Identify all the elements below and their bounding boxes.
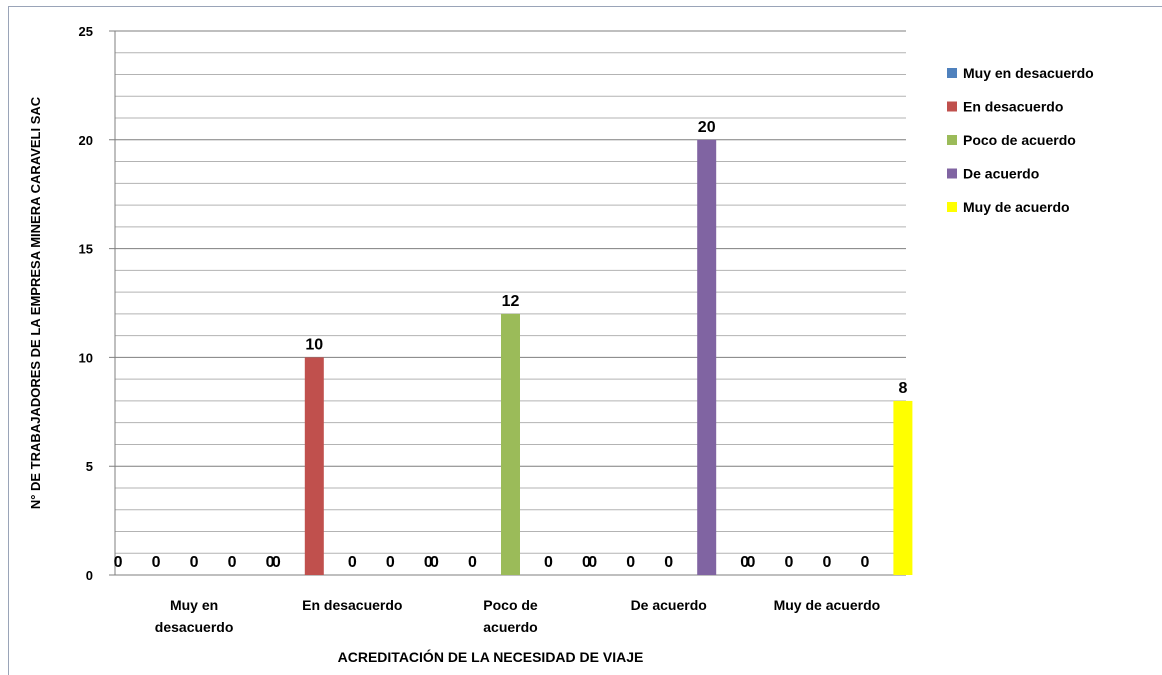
data-label: 0 [822, 554, 831, 571]
data-label: 20 [698, 119, 716, 136]
bar [501, 313, 520, 575]
data-label: 0 [784, 554, 793, 571]
legend-swatch [947, 168, 957, 179]
data-label: 0 [544, 554, 553, 571]
y-tick-label: 15 [79, 242, 93, 257]
data-label: 0 [468, 554, 477, 571]
data-label: 0 [348, 554, 357, 571]
x-tick-label: desacuerdo [155, 619, 234, 635]
y-tick-label: 20 [79, 133, 93, 148]
y-tick-label: 25 [79, 24, 93, 39]
bar [893, 400, 913, 575]
frame-top-border [8, 6, 1162, 7]
data-label: 0 [582, 554, 591, 571]
y-tick-label: 0 [86, 568, 93, 583]
frame-left-border [8, 6, 9, 675]
data-label: 0 [152, 554, 161, 571]
data-label: 0 [386, 554, 395, 571]
data-label: 0 [860, 554, 869, 571]
data-label: 0 [626, 554, 635, 571]
legend-label: De acuerdo [963, 166, 1039, 182]
legend-swatch [947, 101, 957, 112]
data-label: 0 [228, 554, 237, 571]
bar [697, 139, 717, 576]
data-label: 8 [898, 380, 907, 397]
legend-swatch [947, 68, 957, 78]
data-label: 0 [190, 554, 199, 571]
data-label: 0 [664, 554, 673, 571]
data-label: 0 [430, 554, 439, 571]
data-label: 0 [740, 554, 749, 571]
y-tick-label: 10 [79, 350, 93, 365]
legend-label: En desacuerdo [963, 99, 1063, 115]
data-label: 12 [502, 293, 520, 310]
legend-label: Muy de acuerdo [963, 199, 1070, 215]
x-tick-label: Muy de acuerdo [774, 597, 881, 613]
x-tick-label: Muy en [170, 597, 218, 613]
bar [304, 357, 324, 575]
x-tick-label: Poco de [483, 597, 538, 613]
y-tick-label: 5 [86, 459, 93, 474]
legend-swatch [947, 202, 957, 212]
legend-label: Poco de acuerdo [963, 132, 1076, 148]
x-axis-title: ACREDITACIÓN DE LA NECESIDAD DE VIAJE [338, 648, 644, 665]
legend-label: Muy en desacuerdo [963, 65, 1094, 81]
data-label: 0 [114, 554, 123, 571]
data-label: 0 [588, 554, 597, 571]
data-label: 0 [272, 554, 281, 571]
x-tick-label: De acuerdo [631, 597, 707, 613]
data-label: 10 [305, 336, 323, 353]
x-tick-label: En desacuerdo [302, 597, 402, 613]
data-label: 0 [266, 554, 275, 571]
data-label: 0 [746, 554, 755, 571]
legend-swatch [947, 135, 957, 145]
y-axis-title: N° DE TRABAJADORES DE LA EMPRESA MINERA … [28, 96, 43, 509]
data-label: 0 [424, 554, 433, 571]
x-tick-label: acuerdo [483, 619, 537, 635]
